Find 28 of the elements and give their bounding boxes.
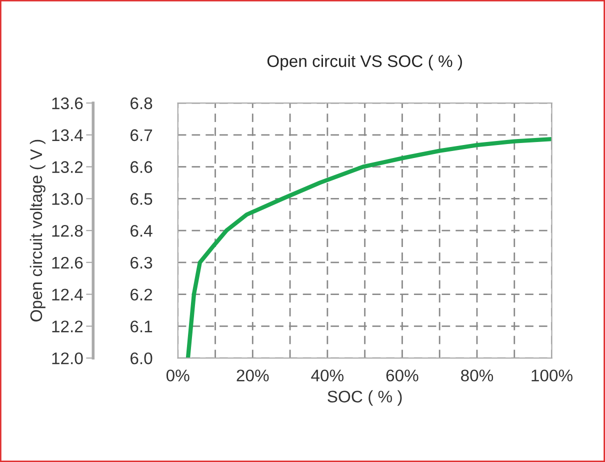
y-tick-label: 6.8 [130, 97, 152, 110]
y2-tick-label: 13.6 [52, 97, 83, 110]
y-tick-label: 6.6 [130, 161, 152, 173]
y-tick-label: 6.3 [130, 256, 152, 269]
x-tick-label: 100% [532, 370, 572, 382]
y2-tick-label: 12.0 [52, 352, 83, 364]
x-axis-title: SOC ( % ) [328, 390, 402, 406]
y2-tick-label: 12.4 [52, 288, 83, 300]
y2-tick-label: 13.4 [52, 129, 83, 142]
x-tick-label: 20% [236, 370, 269, 382]
x-tick-label: 40% [311, 370, 344, 382]
y2-tick-label: 12.2 [52, 320, 83, 332]
chart-title: Open circuit VS SOC ( % ) [267, 54, 462, 70]
y-tick-label: 6.4 [130, 224, 152, 237]
y-tick-label: 6.5 [130, 193, 152, 205]
x-tick-label: 80% [461, 370, 494, 382]
line-series [186, 136, 552, 358]
y2-tick-label: 13.2 [52, 161, 83, 173]
y2-tick-label: 12.6 [52, 256, 83, 269]
y2-axis-title: Open circuit voltage ( V ) [30, 140, 46, 322]
y-tick-label: 6.7 [130, 129, 152, 142]
x-tick-label: 60% [386, 370, 418, 382]
x-tick-label: 0% [166, 370, 190, 382]
y-tick-label: 6.1 [130, 320, 152, 332]
y2-tick-label: 13.0 [52, 193, 83, 205]
y2-tick-label: 12.8 [52, 224, 83, 237]
y-tick-label: 6.0 [130, 352, 152, 364]
y-tick-label: 6.2 [130, 288, 152, 300]
